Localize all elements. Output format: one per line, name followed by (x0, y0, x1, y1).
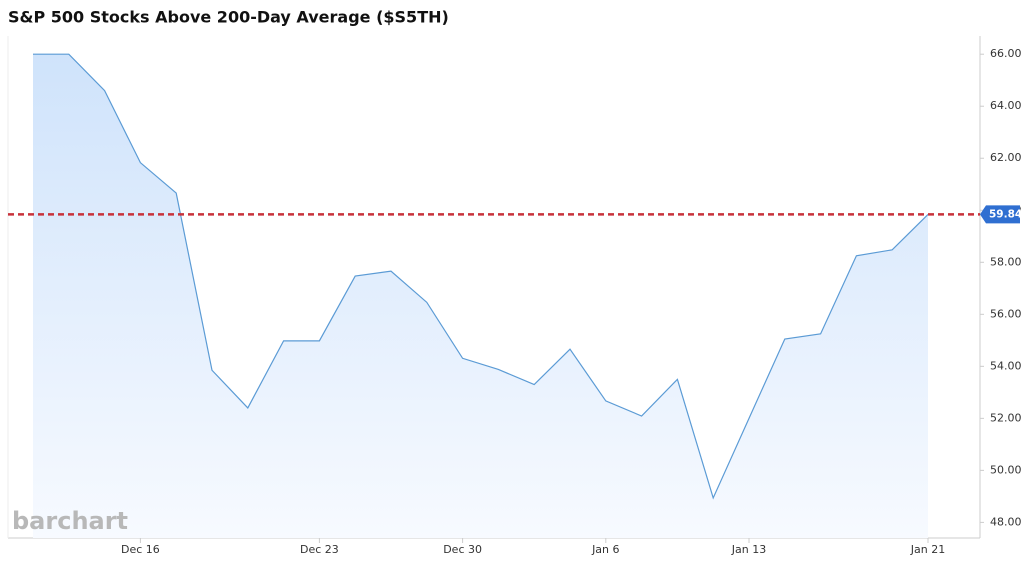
watermark: barchart (12, 507, 128, 535)
y-tick-label: 52.00 (990, 411, 1022, 424)
line (33, 53, 929, 500)
x-tick-label: Jan 6 (591, 543, 619, 556)
y-tick-label: 56.00 (990, 307, 1022, 320)
y-tick-label: 54.00 (990, 359, 1022, 372)
y-tick-label: 50.00 (990, 463, 1022, 476)
y-tick-label: 64.00 (990, 99, 1022, 112)
chart-title: S&P 500 Stocks Above 200-Day Average ($S… (8, 8, 449, 27)
y-tick-label: 62.00 (990, 151, 1022, 164)
x-tick-label: Dec 30 (443, 543, 482, 556)
area-fill (33, 54, 928, 539)
y-tick-label: 66.00 (990, 47, 1022, 60)
reference-label: 59.84 (989, 208, 1022, 220)
y-tick-label: 58.00 (990, 255, 1022, 268)
x-tick-label: Dec 16 (121, 543, 160, 556)
x-tick-label: Jan 21 (910, 543, 945, 556)
reference-badge (980, 205, 1020, 224)
x-tick-label: Dec 23 (300, 543, 339, 556)
x-tick-label: Jan 13 (731, 543, 766, 556)
y-tick-label: 48.00 (990, 515, 1022, 528)
